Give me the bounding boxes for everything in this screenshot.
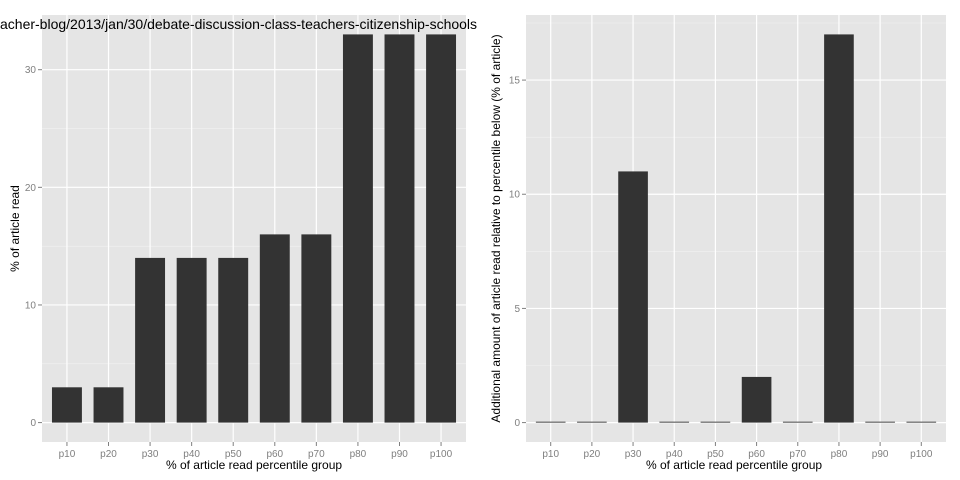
x-tick-label: p10 bbox=[542, 449, 559, 460]
y-tick-label: 30 bbox=[25, 65, 37, 76]
x-tick-label: p80 bbox=[831, 449, 848, 460]
x-tick-label: p60 bbox=[748, 449, 765, 460]
x-tick-label: p100 bbox=[910, 449, 933, 460]
bar-p70 bbox=[782, 421, 813, 423]
y-tick-label: 5 bbox=[514, 304, 520, 315]
bar-p40 bbox=[176, 257, 207, 423]
x-tick-label: p100 bbox=[430, 449, 453, 460]
y-tick-label: 0 bbox=[30, 418, 36, 429]
y-axis-title: % of article read bbox=[8, 185, 22, 272]
x-tick-label: p40 bbox=[183, 449, 200, 460]
y-tick-label: 15 bbox=[509, 76, 521, 87]
bar-p20 bbox=[93, 387, 124, 423]
right-chart: 0 5 10 15 p10 p20 p30 p40 p50 p60 p70 p80 p90 p100 % o… bbox=[489, 15, 946, 472]
bar-p90 bbox=[865, 421, 895, 423]
y-axis-title: Additional amount of article read relati… bbox=[489, 34, 503, 422]
bar-p10 bbox=[51, 387, 82, 423]
x-tick-label: p10 bbox=[59, 449, 76, 460]
x-tick-label: p90 bbox=[872, 449, 889, 460]
left-chart: 0 10 20 30 p10 p20 p30 p40 p50 p60 p70 p80 p90 p100 % … bbox=[0, 15, 477, 472]
bar-p30 bbox=[618, 171, 648, 423]
x-tick-label: p30 bbox=[625, 449, 642, 460]
x-axis-title: % of article read percentile group bbox=[166, 458, 342, 472]
x-tick-label: p50 bbox=[225, 449, 242, 460]
bar-p80 bbox=[342, 34, 373, 423]
y-tick-label: 10 bbox=[509, 190, 521, 201]
bar-p60 bbox=[741, 376, 772, 423]
bar-p20 bbox=[577, 421, 607, 423]
x-tick-label: p90 bbox=[391, 449, 408, 460]
bar-p90 bbox=[384, 34, 415, 423]
y-tick-label: 10 bbox=[25, 300, 37, 311]
x-tick-label: p80 bbox=[350, 449, 367, 460]
x-tick-label: p20 bbox=[100, 449, 117, 460]
bar-p50 bbox=[700, 421, 731, 423]
plot-panel bbox=[526, 15, 946, 442]
x-tick-label: p20 bbox=[584, 449, 601, 460]
bar-p80 bbox=[824, 34, 854, 423]
x-tick-label: p40 bbox=[666, 449, 683, 460]
x-tick-label: p70 bbox=[789, 449, 806, 460]
bar-p60 bbox=[259, 234, 290, 423]
bar-p100 bbox=[906, 421, 937, 423]
bar-p40 bbox=[659, 421, 690, 423]
x-tick-label: p30 bbox=[142, 449, 159, 460]
x-tick-label: p60 bbox=[266, 449, 283, 460]
x-tick-label: p50 bbox=[707, 449, 724, 460]
x-tick-label: p70 bbox=[308, 449, 325, 460]
y-tick-label: 20 bbox=[25, 183, 37, 194]
bar-p70 bbox=[301, 234, 332, 423]
bar-p100 bbox=[426, 34, 457, 423]
x-axis-title: % of article read percentile group bbox=[646, 458, 822, 472]
plot-title: acher-blog/2013/jan/30/debate-discussion… bbox=[0, 16, 477, 32]
y-tick-label: 0 bbox=[514, 418, 520, 429]
bar-p10 bbox=[535, 421, 566, 423]
bar-p50 bbox=[218, 257, 249, 423]
bar-p30 bbox=[135, 257, 166, 423]
